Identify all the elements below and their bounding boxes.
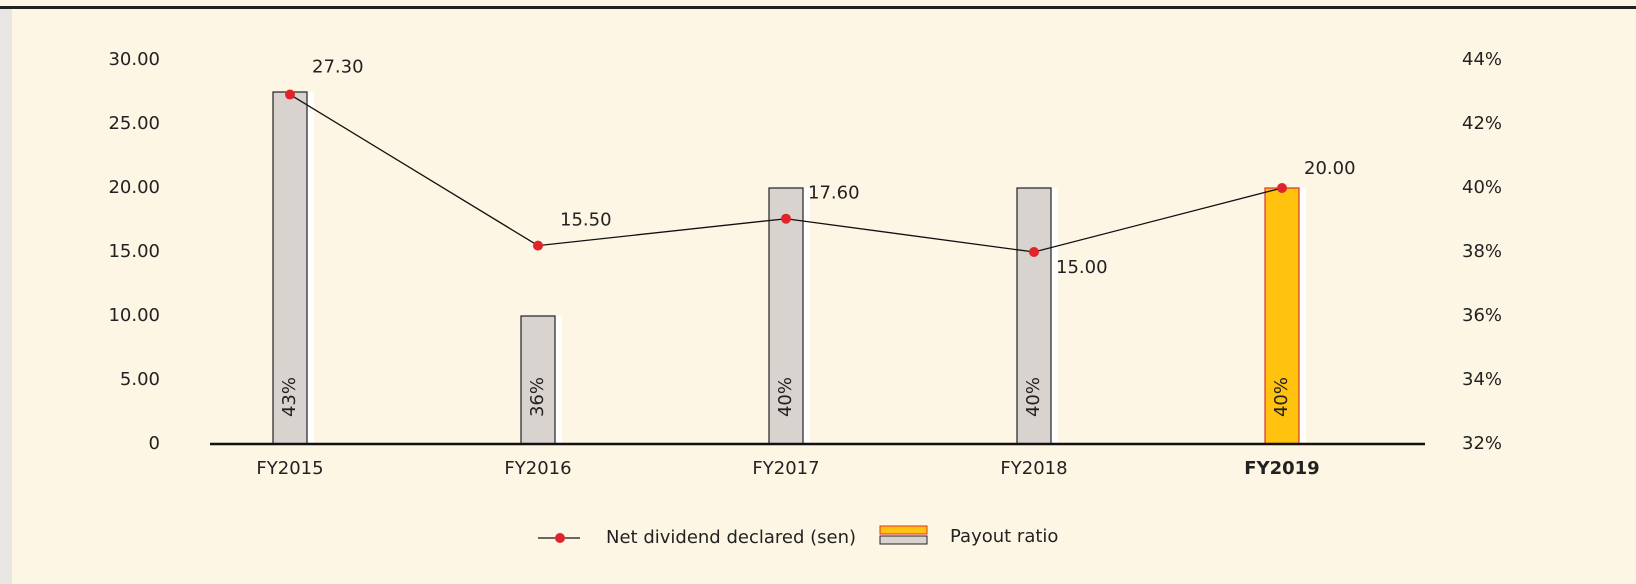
bar-label: 40% [1271,377,1292,417]
point [781,213,791,224]
bar [272,91,308,445]
point [1029,247,1039,257]
legend-swatch [879,525,928,535]
bar-label: 43% [279,377,300,417]
legend-swatch [879,535,928,545]
x-tick-label: FY2019 [1244,458,1319,479]
point [1277,183,1287,193]
line-label: 27.30 [312,57,364,78]
y-tick-label: 5.00 [120,369,160,390]
bar-label: 40% [1023,377,1044,417]
y2-tick-label: 36% [1462,305,1502,326]
x-tick-label: FY2018 [1000,458,1067,479]
bar [1016,187,1052,445]
bar-label: 40% [775,377,796,417]
line-label: 17.60 [808,183,860,204]
x-tick-label: FY2015 [256,458,323,479]
bar [768,187,804,445]
x-tick-label: FY2016 [504,458,571,479]
y2-tick-label: 40% [1462,177,1502,198]
bar-label: 36% [527,377,548,417]
y2-tick-label: 44% [1462,49,1502,70]
x-tick-label: FY2017 [752,458,819,479]
y2-tick-label: 38% [1462,241,1502,262]
y2-tick-label: 42% [1462,113,1502,134]
bar [520,315,556,445]
y-tick-label: 30.00 [108,49,160,70]
line-label: 15.00 [1056,257,1108,278]
line-label: 20.00 [1304,158,1356,179]
line-label: 15.50 [560,210,612,231]
legend-label: Net dividend declared (sen) [606,527,856,548]
y-tick-label: 25.00 [108,113,160,134]
top-rule [0,6,1636,9]
y-tick-label: 10.00 [108,305,160,326]
y2-tick-label: 32% [1462,433,1502,454]
y-tick-label: 0 [149,433,160,454]
point [533,240,543,251]
point [285,89,295,100]
bar [1264,187,1300,445]
y-tick-label: 15.00 [108,241,160,262]
legend-label: Payout ratio [950,526,1058,547]
y-tick-label: 20.00 [108,177,160,198]
left-border [0,9,12,584]
y2-tick-label: 34% [1462,369,1502,390]
legend-dot [555,533,565,543]
